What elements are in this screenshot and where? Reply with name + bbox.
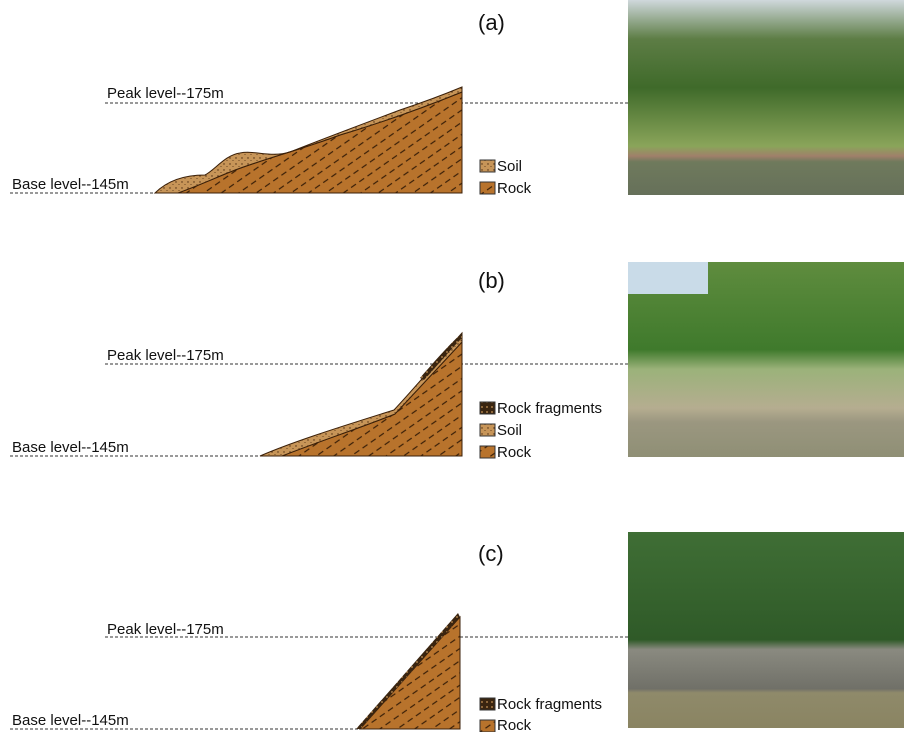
- figure: (a) Peak level--175m Base level--145m So…: [0, 0, 904, 732]
- legend-swatch: [480, 720, 495, 732]
- legend-label: Rock fragments: [497, 696, 602, 713]
- photo: [628, 532, 904, 728]
- legend-swatch: [480, 424, 495, 436]
- legend-label: Soil: [497, 422, 522, 439]
- legend-label: Rock fragments: [497, 400, 602, 417]
- panel-label: (a): [478, 10, 505, 35]
- legend-label: Rock: [497, 180, 532, 197]
- peak-level: Peak level--175m: [107, 85, 224, 102]
- panel-label: (b): [478, 268, 505, 293]
- legend-swatch: [480, 182, 495, 194]
- base-level: Base level--145m: [12, 176, 129, 193]
- panel-c: (c) Peak level--175m Base level--145m Ro…: [10, 532, 904, 732]
- panel-a: (a) Peak level--175m Base level--145m So…: [10, 0, 904, 197]
- panel-label: (c): [478, 541, 504, 566]
- legend-label: Rock: [497, 444, 532, 461]
- legend-swatch: [480, 402, 495, 414]
- legend-swatch: [480, 160, 495, 172]
- peak-level: Peak level--175m: [107, 621, 224, 638]
- base-level: Base level--145m: [12, 439, 129, 456]
- panel-b: (b) Peak level--175m Base level--145m Ro…: [10, 262, 904, 461]
- base-level: Base level--145m: [12, 712, 129, 729]
- photo-sky: [628, 262, 708, 294]
- legend-label: Rock: [497, 717, 532, 732]
- photo: [628, 0, 904, 195]
- legend-swatch: [480, 698, 495, 710]
- legend-swatch: [480, 446, 495, 458]
- legend-label: Soil: [497, 158, 522, 175]
- peak-level: Peak level--175m: [107, 347, 224, 364]
